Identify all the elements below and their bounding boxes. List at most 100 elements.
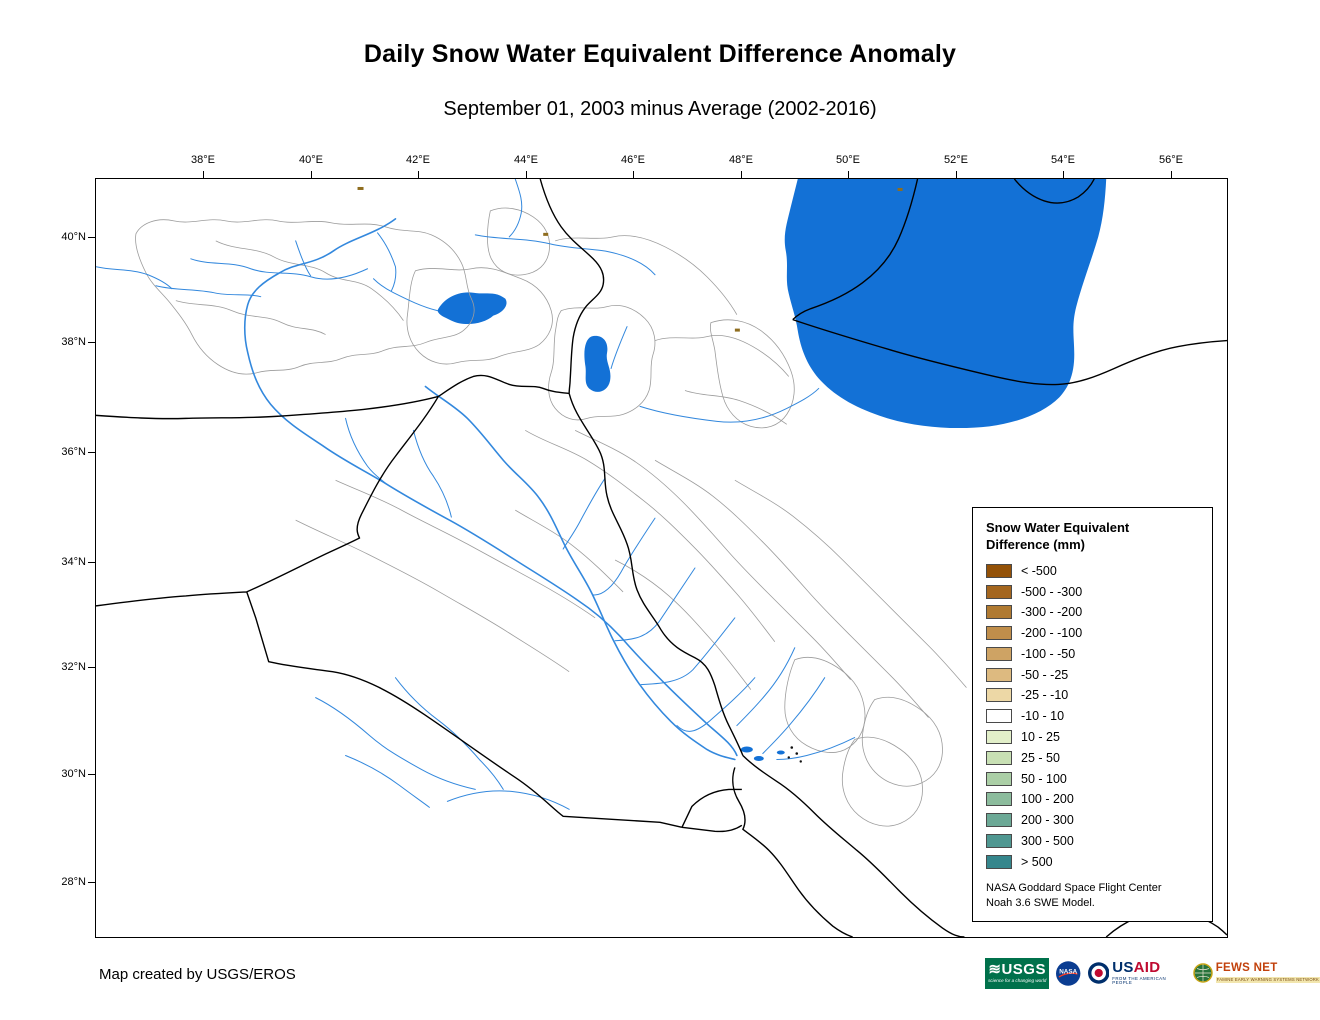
svg-text:NASA: NASA (1060, 968, 1078, 975)
fewsnet-globe-icon (1192, 963, 1213, 983)
legend-swatch (986, 813, 1012, 828)
lon-label: 46°E (621, 154, 645, 166)
legend-swatch (986, 688, 1012, 703)
border-turkey-syria (96, 395, 439, 420)
usgs-tagline: science for a changing world (988, 977, 1047, 983)
map-canvas (96, 179, 1227, 937)
lon-label: 54°E (1051, 154, 1075, 166)
grid-tick (956, 171, 957, 178)
marsh (753, 755, 764, 761)
legend-entry: -10 - 10 (986, 706, 1200, 727)
page-title: Daily Snow Water Equivalent Difference A… (363, 40, 957, 68)
grid-tick (88, 667, 95, 668)
lon-label: 38°E (191, 154, 215, 166)
legend-swatch (986, 563, 1012, 578)
grid-tick (88, 342, 95, 343)
usaid-wordmark: USAID FROM THE AMERICAN PEOPLE (1112, 960, 1185, 985)
legend-entry: 50 - 100 (986, 768, 1200, 789)
legend-swatch (986, 792, 1012, 807)
page-subtitle: September 01, 2003 minus Average (2002-2… (443, 98, 877, 120)
grid-tick (88, 882, 95, 883)
legend-entry-label: -300 - -200 (1021, 605, 1083, 620)
usgs-wave-icon: ≋ (988, 961, 1002, 979)
legend-entry: -500 - -300 (986, 581, 1200, 602)
legend-entry-label: -50 - -25 (1021, 667, 1069, 682)
lon-label: 42°E (406, 154, 430, 166)
lakes (437, 292, 785, 761)
legend-rows: < -500 -500 - -300 -300 - -200 -200 - -1… (986, 560, 1200, 872)
fewsnet-logo: FEWS NET FAMINE EARLY WARNING SYSTEMS NE… (1192, 962, 1320, 983)
grid-tick (418, 171, 419, 178)
grid-tick (311, 171, 312, 178)
usgs-logo: ≋USGS science for a changing world (985, 957, 1050, 989)
anomaly-patches-layer (357, 186, 903, 332)
lat-label: 32°N (61, 661, 86, 673)
legend-entry: > 500 (986, 851, 1200, 872)
lon-label: 52°E (944, 154, 968, 166)
caspian-sea (784, 179, 1107, 429)
lake-urmia (584, 335, 611, 392)
legend-entry: 25 - 50 (986, 747, 1200, 768)
legend-entry-label: > 500 (1021, 854, 1053, 869)
legend-entry: 100 - 200 (986, 789, 1200, 810)
lat-label: 30°N (61, 768, 86, 780)
map-credit: Map created by USGS/EROS (99, 966, 296, 983)
river-tigris (424, 385, 736, 761)
legend-entry-label: 100 - 200 (1021, 792, 1074, 807)
legend-entry-label: 10 - 25 (1021, 730, 1060, 745)
legend-entry-label: 50 - 100 (1021, 771, 1067, 786)
legend-entry-label: -10 - 10 (1021, 709, 1065, 724)
legend-entry-label: -500 - -300 (1021, 584, 1083, 599)
grid-tick (88, 237, 95, 238)
legend-swatch (986, 750, 1012, 765)
usaid-logo: USAID FROM THE AMERICAN PEOPLE (1087, 960, 1186, 985)
grid-tick (88, 562, 95, 563)
legend-entry: 10 - 25 (986, 727, 1200, 748)
border-kuwait-south (681, 824, 743, 833)
border-syria-jordan (96, 591, 247, 607)
legend-swatch (986, 605, 1012, 620)
lat-label: 36°N (61, 446, 86, 458)
watershed-boundaries-layer (135, 207, 967, 827)
grid-tick (88, 774, 95, 775)
legend-entry: -200 - -100 (986, 623, 1200, 644)
legend-entry: -100 - -50 (986, 644, 1200, 665)
border-turkey-iraq (438, 374, 570, 398)
border-syria-iraq (246, 396, 439, 593)
coast-gulf-east (742, 754, 965, 937)
lat-label: 40°N (61, 231, 86, 243)
grid-tick (848, 171, 849, 178)
grid-tick (633, 171, 634, 178)
usgs-wordmark: ≋USGS (988, 961, 1046, 979)
nasa-logo: NASA (1056, 960, 1081, 986)
legend-entry: 300 - 500 (986, 831, 1200, 852)
lat-label: 38°N (61, 336, 86, 348)
legend-title: Snow Water Equivalent Difference (mm) (986, 520, 1130, 553)
marsh-dots (787, 746, 802, 763)
legend-entry: -300 - -200 (986, 602, 1200, 623)
lon-label: 48°E (729, 154, 753, 166)
legend-entry: < -500 (986, 560, 1200, 581)
marsh (776, 750, 785, 755)
lake-van (437, 292, 507, 325)
fewsnet-wordmark: FEWS NET FAMINE EARLY WARNING SYSTEMS NE… (1215, 962, 1320, 983)
marsh (740, 746, 753, 753)
legend-swatch (986, 771, 1012, 786)
lat-label: 28°N (61, 876, 86, 888)
lon-label: 40°E (299, 154, 323, 166)
grid-tick (88, 452, 95, 453)
border-azerbaijan-iran (792, 179, 919, 321)
legend-entry-label: 200 - 300 (1021, 813, 1074, 828)
grid-tick (1171, 171, 1172, 178)
border-caspian-top (1013, 179, 1095, 204)
logo-strip: ≋USGS science for a changing world NASA … (985, 955, 1320, 991)
legend-entry-label: 300 - 500 (1021, 834, 1074, 849)
legend-entry-label: -200 - -100 (1021, 626, 1083, 641)
legend-entry-label: < -500 (1021, 563, 1057, 578)
legend-entry-label: -25 - -10 (1021, 688, 1069, 703)
legend-swatch (986, 854, 1012, 869)
legend-entry: -25 - -10 (986, 685, 1200, 706)
legend-swatch (986, 584, 1012, 599)
rivers-layer (96, 179, 856, 810)
